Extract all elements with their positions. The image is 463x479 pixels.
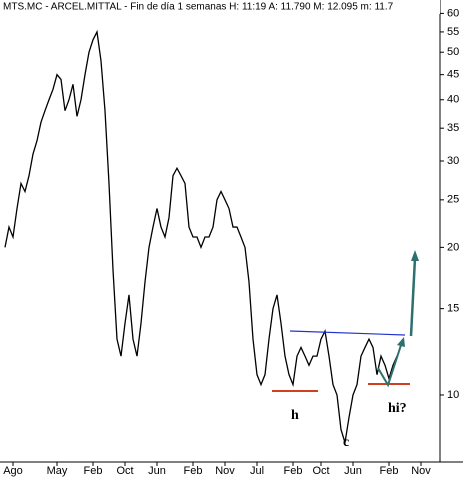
x-tick-label: Ago xyxy=(3,465,23,477)
y-tick-label: 50 xyxy=(447,46,459,58)
resistance-line xyxy=(289,330,406,336)
x-tick-label: Feb xyxy=(284,465,303,477)
chart-title: MTS.MC - ARCEL.MITTAL - Fin de día 1 sem… xyxy=(3,2,394,13)
x-tick-label: Jun xyxy=(344,465,362,477)
x-tick-label: Oct xyxy=(312,465,329,477)
annotation: c xyxy=(343,435,349,450)
y-tick-label: 10 xyxy=(447,389,459,401)
arrow-head xyxy=(411,250,419,261)
annotation: h xyxy=(291,408,299,423)
x-tick-label: Oct xyxy=(116,465,133,477)
x-tick-label: Nov xyxy=(215,465,235,477)
x-tick-label: Feb xyxy=(184,465,203,477)
y-tick-label: 30 xyxy=(447,155,459,167)
arrow-line xyxy=(377,341,403,388)
y-tick-label: 15 xyxy=(447,303,459,315)
y-tick-label: 60 xyxy=(447,7,459,19)
x-tick-label: Jun xyxy=(148,465,166,477)
plot-area xyxy=(4,29,398,443)
x-tick-label: Nov xyxy=(411,465,431,477)
title-background xyxy=(0,0,440,14)
y-tick-label: 45 xyxy=(447,69,459,81)
price-line xyxy=(4,29,398,443)
arrow-head xyxy=(397,337,405,347)
arrow-line xyxy=(409,257,417,337)
x-tick-label: May xyxy=(47,465,68,477)
x-tick-label: Feb xyxy=(84,465,103,477)
y-tick-label: 25 xyxy=(447,194,459,206)
x-tick-label: Feb xyxy=(380,465,399,477)
y-tick-label: 35 xyxy=(447,122,459,134)
y-tick-label: 55 xyxy=(447,26,459,38)
y-tick-label: 40 xyxy=(447,94,459,106)
x-tick-label: Jul xyxy=(250,465,264,477)
y-tick-label: 20 xyxy=(447,241,459,253)
annotation: hi? xyxy=(388,401,407,416)
